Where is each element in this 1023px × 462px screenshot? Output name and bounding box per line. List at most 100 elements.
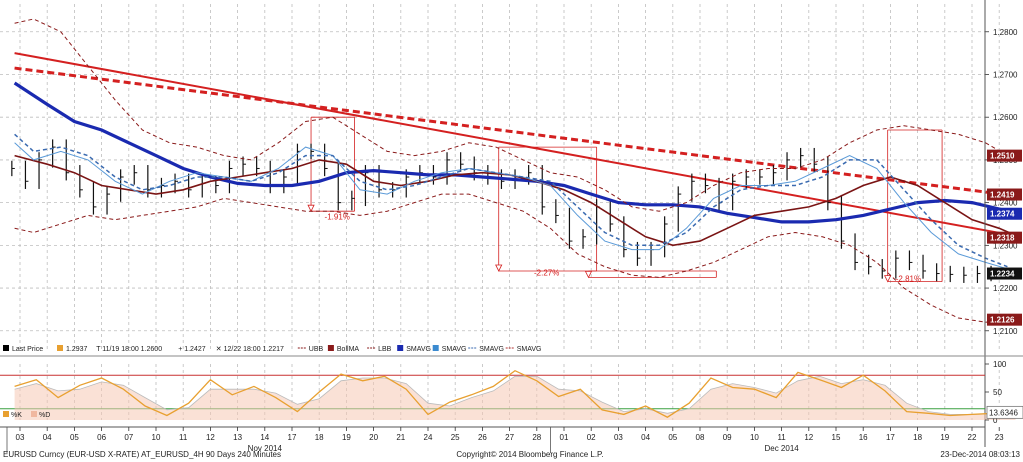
x-tick-label: 15 — [832, 433, 841, 442]
x-tick-label: 16 — [859, 433, 868, 442]
price-tag: 1.2419 — [987, 188, 1022, 201]
legend: Last Price 1.2937 T 11/19 18:00 1.2600 + 1.… — [3, 345, 541, 353]
x-tick-label: 11 — [777, 433, 786, 442]
trendline-solid — [14, 52, 1022, 238]
x-tick-label: 03 — [614, 433, 623, 442]
legend-label: LBB — [378, 346, 392, 353]
x-tick-label: 22 — [968, 433, 977, 442]
x-tick-label: 04 — [43, 433, 52, 442]
price-tag-label: 1.2510 — [990, 152, 1015, 161]
x-tick-label: 02 — [587, 433, 596, 442]
stochastic-panel: 100 50 0 %K %D 13.6346 — [0, 360, 1023, 425]
sub-y-tick-label: 100 — [993, 360, 1007, 369]
legend-label: SMAVG — [479, 346, 504, 353]
price-tag: 1.2234 — [987, 267, 1022, 280]
x-tick-label: 18 — [913, 433, 922, 442]
measure-box — [584, 270, 717, 279]
x-tick-label: 13 — [233, 433, 242, 442]
trendline-dashed — [14, 66, 1019, 198]
x-tick-label: 14 — [260, 433, 269, 442]
x-tick-label: 19 — [342, 433, 351, 442]
price-tag: 1.2318 — [987, 231, 1022, 244]
legend-swatch — [57, 345, 63, 351]
sub-y-tick-label: 0 — [993, 416, 998, 425]
legend-swatch — [397, 345, 404, 351]
x-month-label: Nov 2014 — [248, 444, 283, 453]
x-tick-label: 12 — [206, 433, 215, 442]
x-tick-label: 20 — [369, 433, 378, 442]
percent-k-line — [14, 369, 1016, 418]
series-line-6 — [14, 133, 1008, 268]
sub-legend-swatch — [3, 411, 9, 417]
x-tick-label: 01 — [560, 433, 569, 442]
y-tick-label: 1.2600 — [993, 113, 1018, 122]
measure-arrowhead — [884, 275, 892, 283]
sub-y-tick-label: 50 — [993, 388, 1002, 397]
price-tag-box — [987, 149, 1022, 162]
y-tick-label: 1.2100 — [993, 327, 1018, 336]
x-tick-label: 05 — [70, 433, 79, 442]
legend-label: + 1.2427 — [178, 346, 206, 353]
price-tag-box — [987, 207, 1022, 220]
x-tick-label: 17 — [886, 433, 895, 442]
x-tick-label: 21 — [396, 433, 405, 442]
x-tick-label: 25 — [451, 433, 460, 442]
y-tick-label: 1.2800 — [993, 28, 1018, 37]
x-tick-label: 27 — [505, 433, 514, 442]
legend-swatch — [327, 345, 334, 351]
x-tick-label: 10 — [152, 433, 161, 442]
x-tick-label: 26 — [478, 433, 487, 442]
x-tick-label: 12 — [804, 433, 813, 442]
x-tick-label: 09 — [723, 433, 732, 442]
legend-label: 1.2937 — [66, 346, 88, 353]
percent-d-line — [14, 375, 1016, 415]
legend-label: BollMA — [337, 346, 360, 353]
legend-label: SMAVG — [442, 346, 467, 353]
legend-label: UBB — [309, 346, 324, 353]
price-tag-box — [987, 231, 1022, 244]
y-tick-label: 1.2700 — [993, 70, 1018, 79]
price-tag-box — [987, 313, 1022, 326]
x-tick-label: 24 — [424, 433, 433, 442]
footer: EURUSD Curncy (EUR-USD X-RATE) AT_EURUSD… — [3, 450, 1021, 459]
price-tag-label: 1.2234 — [990, 270, 1015, 279]
x-axis: 03 04 05 06 07 10 11 12 13 14 17 18 19 20 21 24 25 26 27 28… — [6, 427, 1004, 453]
legend-label: Last Price — [12, 346, 43, 353]
x-tick-label: 03 — [16, 433, 25, 442]
x-tick-label: 07 — [124, 433, 133, 442]
x-tick-label: 08 — [696, 433, 705, 442]
footer-left: EURUSD Curncy (EUR-USD X-RATE) AT_EURUSD… — [3, 450, 281, 459]
footer-center: Copyright© 2014 Bloomberg Finance L.P. — [456, 450, 603, 459]
price-tag-box — [987, 267, 1022, 280]
price-tag: 1.2374 — [987, 207, 1022, 220]
x-tick-label: 05 — [668, 433, 677, 442]
measure-arrowhead — [495, 264, 503, 272]
percent-annotation: -2.81% — [896, 275, 921, 284]
y-tick-label: 1.2200 — [993, 284, 1018, 293]
price-tag-label: 1.2126 — [990, 316, 1015, 325]
price-tag: 1.2126 — [987, 313, 1022, 326]
price-tag-box — [987, 188, 1022, 201]
price-tag-label: 1.2419 — [990, 191, 1015, 200]
x-tick-label: 06 — [97, 433, 106, 442]
legend-label: T 11/19 18:00 1.2600 — [96, 346, 162, 353]
x-tick-label: 18 — [315, 433, 324, 442]
x-tick-label: 04 — [641, 433, 650, 442]
footer-right: 23-Dec-2014 08:03:13 — [940, 450, 1020, 459]
price-tag-label: 1.2318 — [990, 234, 1015, 243]
sub-legend-swatch — [31, 411, 37, 417]
x-tick-label: 28 — [532, 433, 541, 442]
percent-annotation: -2.27% — [534, 268, 559, 277]
series-line-5 — [14, 142, 1008, 270]
x-tick-label: 10 — [750, 433, 759, 442]
measure-arrowhead — [584, 270, 593, 279]
percent-d-area — [14, 376, 1016, 420]
series-line-3 — [14, 18, 1008, 212]
percent-annotation: -1.91% — [325, 213, 350, 222]
sub-legend-label: %K — [11, 412, 22, 419]
y-tick-label: 1.2400 — [993, 199, 1018, 208]
legend-swatch — [3, 345, 9, 351]
x-tick-label: 17 — [288, 433, 297, 442]
